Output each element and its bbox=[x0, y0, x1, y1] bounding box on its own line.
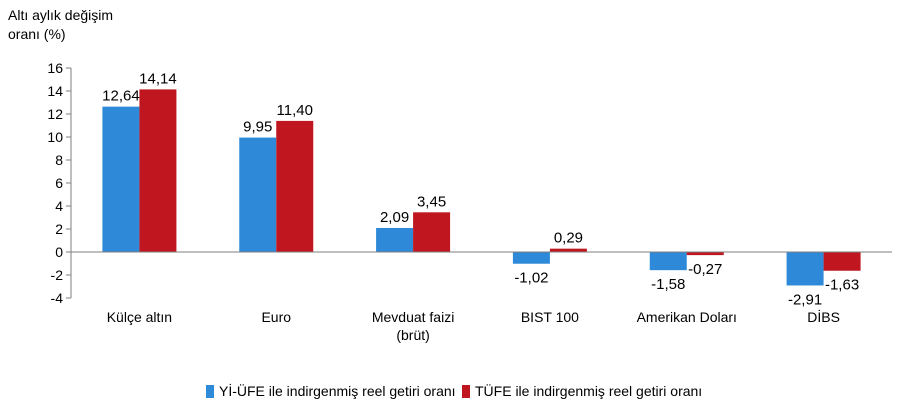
legend-item-yiufe: Yİ-ÜFE ile indirgenmiş reel getiri oranı bbox=[206, 382, 456, 400]
y-axis-title-line1: Altı aylık değişim bbox=[8, 7, 114, 23]
bar-yiufe bbox=[239, 137, 277, 252]
data-label: 2,09 bbox=[380, 209, 409, 226]
data-label: 14,14 bbox=[139, 70, 177, 87]
category-label: Euro bbox=[261, 309, 291, 325]
bar-tufe bbox=[413, 212, 451, 252]
bar-yiufe bbox=[376, 227, 414, 252]
legend-item-tufe: TÜFE ile indirgenmiş reel getiri oranı bbox=[462, 382, 702, 400]
y-tick-label: -4 bbox=[51, 290, 64, 306]
y-tick-label: 12 bbox=[47, 106, 63, 122]
category-label: (brüt) bbox=[396, 327, 429, 343]
y-tick-label: 2 bbox=[55, 221, 63, 237]
bar-tufe bbox=[139, 89, 177, 252]
legend-label-tufe: TÜFE ile indirgenmiş reel getiri oranı bbox=[475, 383, 703, 399]
bar-yiufe bbox=[786, 252, 824, 286]
y-axis-title: Altı aylık değişim oranı (%) bbox=[8, 6, 113, 44]
legend-label-yiufe: Yİ-ÜFE ile indirgenmiş reel getiri oranı bbox=[219, 383, 456, 399]
bar-yiufe bbox=[102, 106, 140, 252]
y-tick-label: 0 bbox=[55, 244, 63, 260]
bar-tufe bbox=[276, 120, 314, 253]
data-label: 9,95 bbox=[243, 119, 272, 136]
category-label: Amerikan Doları bbox=[637, 309, 737, 325]
category-label: Mevduat faizi bbox=[372, 309, 454, 325]
legend-swatch-tufe bbox=[462, 384, 470, 398]
bar-tufe bbox=[823, 252, 861, 271]
y-tick-label: 6 bbox=[55, 175, 63, 191]
data-label: -1,63 bbox=[825, 277, 859, 294]
y-tick-label: 4 bbox=[55, 198, 63, 214]
category-label: BIST 100 bbox=[521, 309, 579, 325]
data-label: -1,58 bbox=[651, 276, 685, 293]
bar-tufe bbox=[549, 248, 587, 252]
category-label: DİBS bbox=[807, 308, 840, 325]
bar-yiufe bbox=[512, 252, 550, 264]
y-axis-title-line2: oranı (%) bbox=[8, 26, 66, 42]
data-label: -0,27 bbox=[688, 261, 722, 278]
y-tick-label: -2 bbox=[51, 267, 64, 283]
data-label: 0,29 bbox=[554, 230, 583, 247]
data-label: 11,40 bbox=[277, 102, 313, 119]
y-tick-label: 14 bbox=[47, 83, 63, 99]
data-label: 12,64 bbox=[102, 88, 140, 105]
bar-chart: -4 -2 0 2 4 6 8 10 12 14 16 12,64 9,95 2,09 -1,02 -1,58… bbox=[47, 60, 892, 343]
y-tick-label: 8 bbox=[55, 152, 63, 168]
data-label: -2,91 bbox=[788, 291, 822, 308]
bar-tufe bbox=[686, 252, 724, 256]
category-label: Külçe altın bbox=[107, 309, 172, 325]
data-label: -1,02 bbox=[514, 270, 548, 287]
legend-swatch-yiufe bbox=[206, 384, 214, 398]
y-tick-label: 10 bbox=[47, 129, 63, 145]
legend: Yİ-ÜFE ile indirgenmiş reel getiri oranı… bbox=[0, 382, 900, 404]
bar-yiufe bbox=[649, 252, 687, 271]
y-tick-label: 16 bbox=[47, 60, 63, 76]
data-label: 3,45 bbox=[417, 193, 446, 210]
